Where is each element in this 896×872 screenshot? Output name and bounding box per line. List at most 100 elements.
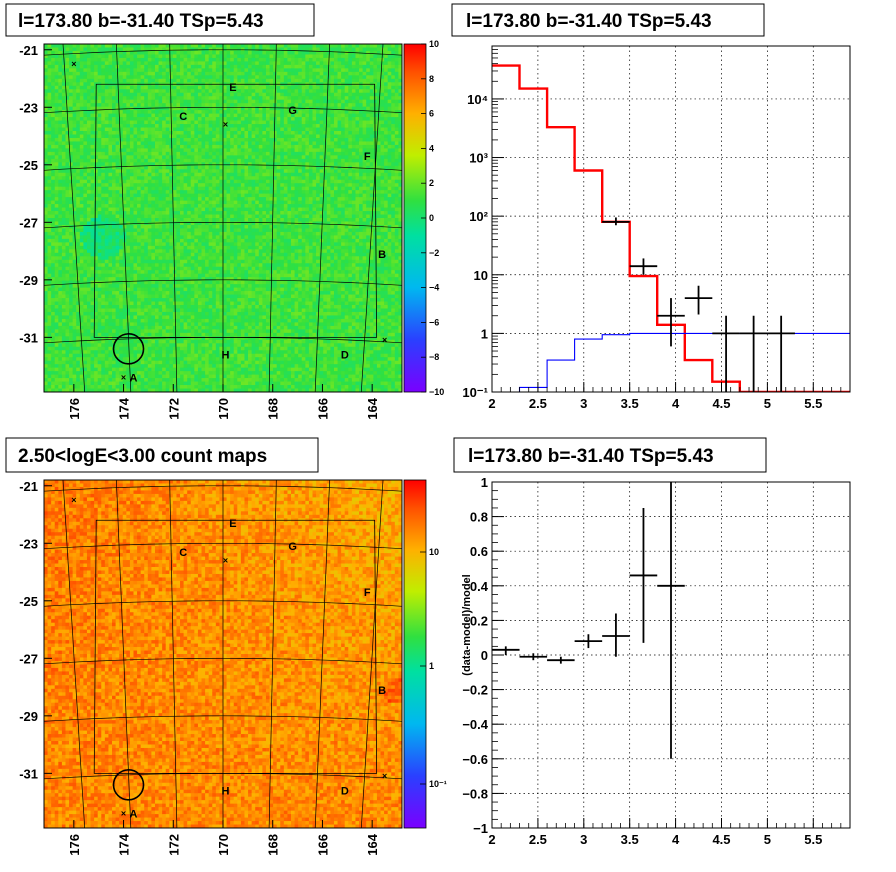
- map-pixel: [154, 371, 159, 375]
- map-pixel: [158, 231, 163, 236]
- map-pixel: [197, 353, 202, 358]
- map-pixel: [44, 155, 48, 160]
- map-pixel: [112, 224, 116, 229]
- map-pixel: [147, 117, 152, 121]
- map-pixel: [129, 371, 134, 375]
- map-pixel: [151, 120, 156, 125]
- map-pixel: [129, 378, 134, 382]
- map-pixel: [205, 151, 210, 156]
- map-pixel: [47, 113, 52, 118]
- map-pixel: [183, 305, 188, 309]
- map-pixel: [122, 61, 127, 66]
- map-pixel: [158, 256, 163, 261]
- map-pixel: [61, 169, 66, 174]
- map-pixel: [76, 50, 81, 55]
- map-pixel: [165, 291, 170, 295]
- map-pixel: [58, 96, 63, 101]
- map-pixel: [58, 113, 63, 118]
- map-pixel: [212, 378, 217, 382]
- map-pixel: [122, 165, 127, 170]
- map-pixel: [115, 197, 120, 201]
- map-pixel: [101, 78, 106, 83]
- map-pixel: [154, 311, 159, 316]
- map-pixel: [58, 360, 63, 365]
- map-pixel: [86, 134, 91, 139]
- map-pixel: [44, 353, 48, 358]
- map-pixel: [83, 85, 88, 90]
- map-pixel: [176, 211, 181, 215]
- map-pixel: [65, 308, 70, 313]
- map-pixel: [172, 117, 177, 121]
- map-pixel: [183, 277, 188, 282]
- map-pixel: [133, 197, 138, 201]
- map-pixel: [54, 172, 59, 177]
- map-pixel: [180, 92, 185, 97]
- map-pixel: [44, 158, 48, 163]
- map-pixel: [219, 325, 224, 330]
- map-pixel: [133, 193, 138, 198]
- map-pixel: [104, 144, 109, 149]
- map-pixel: [147, 124, 152, 128]
- map-pixel: [76, 193, 81, 198]
- map-pixel: [65, 270, 70, 275]
- map-pixel: [180, 346, 185, 351]
- map-pixel: [201, 298, 206, 302]
- map-pixel: [65, 336, 70, 341]
- map-pixel: [212, 204, 217, 208]
- map-pixel: [44, 238, 48, 243]
- map-pixel: [51, 117, 56, 121]
- map-pixel: [219, 89, 224, 94]
- map-pixel: [154, 92, 159, 97]
- map-pixel: [47, 301, 52, 306]
- map-pixel: [133, 329, 138, 334]
- map-pixel: [219, 151, 224, 156]
- map-pixel: [51, 50, 56, 55]
- map-pixel: [190, 92, 195, 97]
- map-pixel: [165, 186, 170, 191]
- map-pixel: [165, 68, 170, 73]
- map-pixel: [212, 301, 217, 306]
- map-pixel: [137, 266, 142, 271]
- map-pixel: [86, 99, 91, 104]
- map-pixel: [140, 238, 145, 243]
- map-pixel: [176, 204, 181, 208]
- map-pixel: [190, 221, 195, 226]
- map-pixel: [119, 311, 124, 316]
- map-pixel: [197, 183, 202, 188]
- map-pixel: [162, 106, 167, 111]
- map-pixel: [115, 329, 120, 334]
- map-pixel: [197, 346, 202, 351]
- map-pixel: [69, 357, 74, 362]
- map-pixel: [72, 64, 77, 69]
- map-pixel: [58, 218, 63, 222]
- map-pixel: [215, 311, 220, 316]
- map-pixel: [176, 190, 181, 195]
- map-pixel: [119, 54, 124, 59]
- map-pixel: [61, 308, 66, 313]
- map-pixel: [215, 214, 220, 219]
- map-pixel: [208, 228, 213, 233]
- map-pixel: [79, 44, 84, 48]
- map-pixel: [90, 315, 95, 320]
- map-pixel: [151, 311, 156, 316]
- map-pixel: [201, 329, 206, 334]
- map-pixel: [219, 106, 224, 111]
- map-pixel: [44, 214, 48, 219]
- map-pixel: [165, 367, 170, 372]
- map-pixel: [147, 120, 152, 125]
- map-pixel: [154, 249, 159, 254]
- map-pixel: [183, 96, 188, 101]
- map-pixel: [54, 131, 59, 135]
- map-pixel: [115, 151, 120, 156]
- map-pixel: [76, 259, 81, 264]
- map-pixel: [76, 325, 81, 330]
- map-pixel: [44, 388, 48, 393]
- map-pixel: [47, 235, 52, 240]
- map-pixel: [97, 162, 102, 167]
- map-pixel: [90, 332, 95, 337]
- map-pixel: [94, 284, 99, 288]
- map-pixel: [97, 346, 102, 351]
- map-pixel: [54, 162, 59, 167]
- map-pixel: [208, 131, 213, 135]
- map-pixel: [215, 78, 220, 83]
